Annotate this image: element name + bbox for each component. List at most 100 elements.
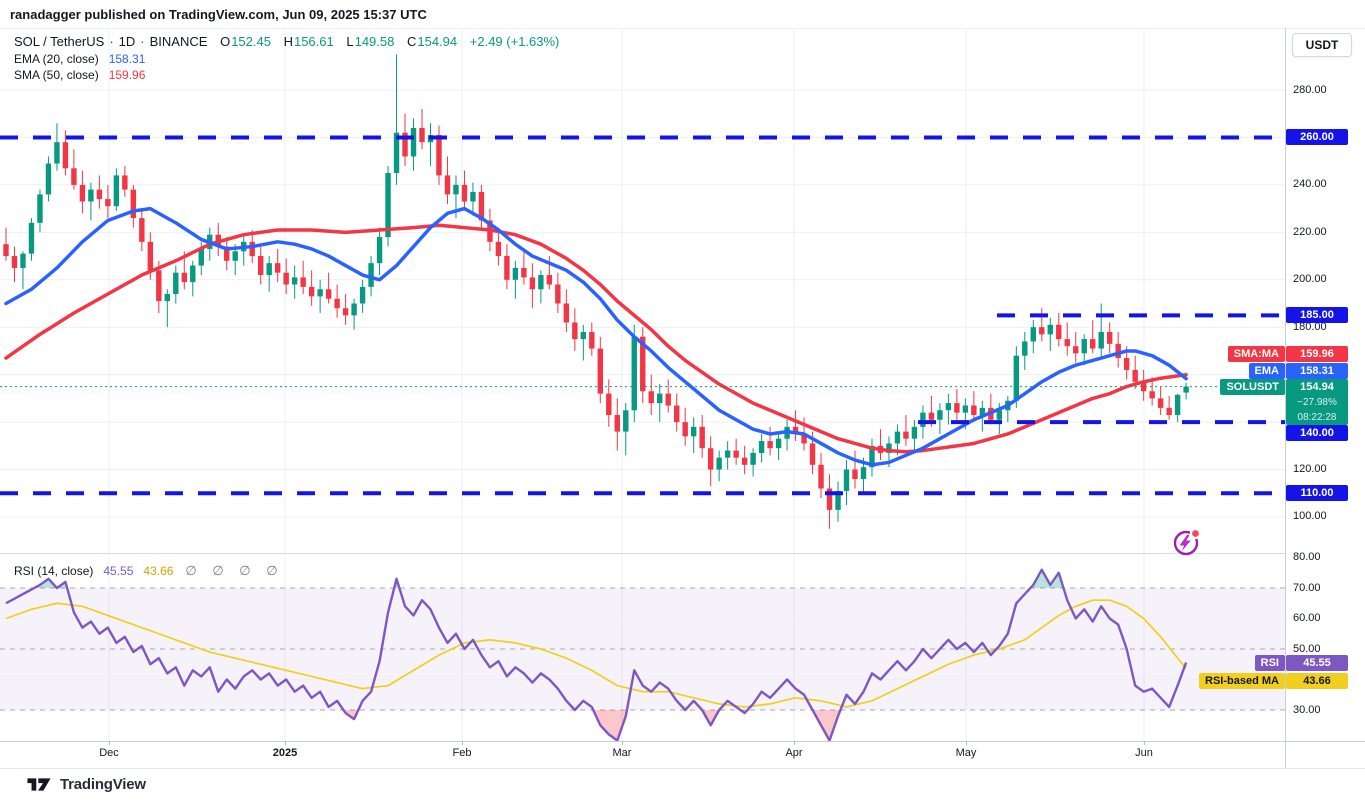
candle-body <box>1013 355 1020 401</box>
candle-body <box>308 286 315 297</box>
candle-body <box>538 275 544 290</box>
candle-body <box>258 256 264 276</box>
candle-body <box>733 450 739 458</box>
candle-body <box>249 241 255 257</box>
candle-body <box>775 438 782 449</box>
time-label: Mar <box>612 747 632 759</box>
currency-toggle-button[interactable]: USDT <box>1292 33 1352 57</box>
publish-header: ranadagger published on TradingView.com,… <box>0 0 1365 28</box>
candle-body <box>1022 341 1028 356</box>
candle-body <box>181 272 187 283</box>
rsi-tick-label: 60.00 <box>1293 612 1321 624</box>
candle-body <box>139 218 145 242</box>
candle-body <box>62 142 69 169</box>
candle-body <box>359 286 366 304</box>
candle-body <box>1140 381 1147 392</box>
change-percent: −27.98% <box>1297 397 1337 408</box>
candle-body <box>835 490 841 510</box>
candle-body <box>393 132 400 174</box>
candle-body <box>758 441 765 453</box>
candle-body <box>28 222 35 254</box>
pane-separator[interactable] <box>0 553 1285 554</box>
candle-body <box>402 132 408 157</box>
close-value: 154.94 <box>417 34 458 49</box>
high-letter: H <box>283 34 293 49</box>
candle-body <box>903 431 909 439</box>
candle-body <box>928 412 935 420</box>
candle-body <box>385 173 391 238</box>
rsi-tick-label: 80.00 <box>1293 551 1321 563</box>
candle-body <box>962 405 969 413</box>
candle-body <box>1064 339 1070 347</box>
rsi-ma-axis-value: 43.66 <box>1286 673 1348 689</box>
candle-body <box>724 450 731 458</box>
last-price-axis-label: 154.94 −27.98% 08:22:28 <box>1286 379 1348 425</box>
exchange-label: BINANCE <box>149 34 208 49</box>
sma-label: SMA (50, close) <box>14 68 99 82</box>
candle-body <box>572 322 578 340</box>
rsi-label: RSI (14, close) <box>14 564 94 578</box>
rsi-ma-line <box>5 599 1187 708</box>
candle-body <box>495 241 502 257</box>
low-letter: L <box>346 34 354 49</box>
sma-value: 159.96 <box>108 68 146 82</box>
candle-body <box>546 275 553 285</box>
chart-canvas[interactable] <box>0 0 1285 768</box>
time-tick-mark <box>966 741 967 745</box>
candle-body <box>156 270 162 302</box>
tradingview-logo[interactable]: TradingView <box>26 775 146 794</box>
candle-body <box>750 452 756 465</box>
rsi-indicator-legend[interactable]: RSI (14, close) 45.55 43.66 ∅ ∅ ∅ ∅ <box>14 563 284 579</box>
candle-body <box>461 184 468 202</box>
ema-indicator-legend[interactable]: EMA (20, close) 158.31 <box>14 52 145 66</box>
price-axis[interactable]: 159.96 158.31 154.94 −27.98% 08:22:28 45… <box>1286 28 1365 741</box>
time-tick-mark <box>285 741 286 745</box>
rsi-value: 45.55 <box>103 564 134 578</box>
sma-indicator-legend[interactable]: SMA (50, close) 159.96 <box>14 68 145 82</box>
candle-body <box>453 184 459 195</box>
candle-body <box>826 488 833 510</box>
candle-body <box>563 303 570 323</box>
candle-body <box>45 163 52 195</box>
time-label: 2025 <box>272 747 298 759</box>
candle-body <box>232 251 238 261</box>
candle-body <box>478 192 485 221</box>
rsi-tick-label: 70.00 <box>1293 581 1321 594</box>
time-tick-mark <box>462 741 463 745</box>
candle-body <box>699 426 705 449</box>
candle-body <box>886 443 892 453</box>
ema-label: EMA (20, close) <box>14 52 99 66</box>
candle-body <box>1183 386 1189 393</box>
candle-body <box>105 199 111 207</box>
sma50-line <box>4 223 1188 454</box>
time-axis[interactable]: Dec 2025 Feb Mar Apr May Jun <box>0 741 1285 768</box>
candle-body <box>852 469 858 480</box>
candle-body <box>512 267 519 280</box>
symbol-name: SOL / TetherUS <box>14 34 105 49</box>
candle-body <box>198 248 204 266</box>
candle-body <box>130 189 137 219</box>
candle-body <box>20 253 26 268</box>
candle-body <box>79 184 86 202</box>
level-axis-label: 110.00 <box>1286 485 1348 502</box>
time-label: May <box>955 747 977 759</box>
flash-icon[interactable] <box>1168 525 1204 561</box>
candle-body <box>71 168 77 185</box>
candle-body <box>843 469 850 491</box>
candle-body <box>580 331 587 340</box>
sma-axis-value: 159.96 <box>1286 346 1348 362</box>
candle-body <box>614 414 620 432</box>
candle-body <box>37 194 43 223</box>
price-tick-label: 100.00 <box>1293 510 1327 523</box>
symbol-legend[interactable]: SOL / TetherUS · 1D · BINANCE O152.45 H156.6… <box>14 34 559 49</box>
candle-body <box>274 263 281 273</box>
candle-body <box>3 244 9 257</box>
candle-body <box>657 393 663 404</box>
candle-body <box>996 410 1003 420</box>
last-price: 154.94 <box>1300 381 1334 393</box>
candle-body <box>682 422 688 437</box>
candle-body <box>1174 394 1181 415</box>
legend-separator: · <box>109 34 114 49</box>
price-tick-label: 200.00 <box>1293 273 1327 286</box>
